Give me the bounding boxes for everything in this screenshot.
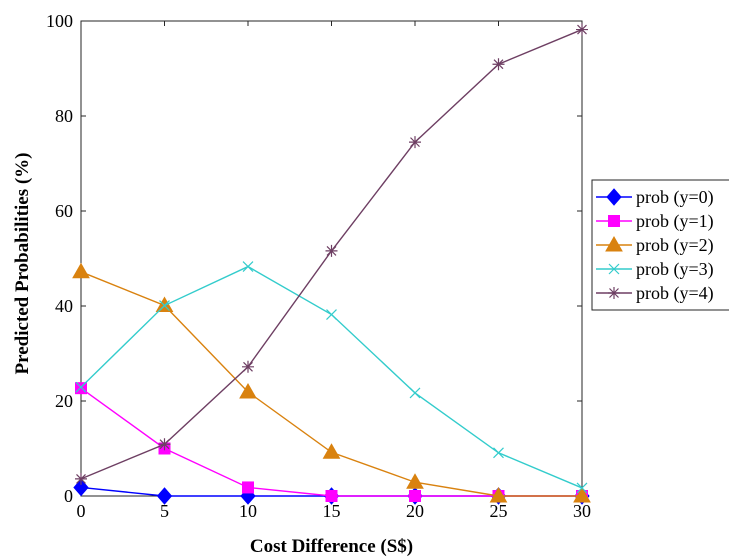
- x-tick-label: 20: [406, 501, 424, 521]
- legend-entry: prob (y=4): [596, 283, 714, 304]
- y-tick-label: 40: [55, 296, 73, 316]
- data-point: [325, 244, 338, 257]
- data-point: [158, 438, 171, 451]
- series-layer: [72, 23, 591, 505]
- legend-label: prob (y=4): [636, 283, 714, 304]
- data-point: [159, 300, 170, 311]
- y-tick-label: 60: [55, 201, 73, 221]
- legend-label: prob (y=3): [636, 259, 714, 280]
- data-point: [325, 490, 338, 502]
- legend-label: prob (y=1): [636, 211, 714, 232]
- series-3: [75, 261, 588, 494]
- x-tick-label: 30: [573, 501, 591, 521]
- data-point: [576, 482, 588, 494]
- data-point: [409, 490, 421, 502]
- y-tick-label: 100: [46, 11, 73, 31]
- data-point: [156, 487, 173, 505]
- legend-label: prob (y=0): [636, 187, 714, 208]
- data-point: [573, 486, 591, 503]
- data-point: [239, 382, 257, 399]
- data-point: [242, 360, 254, 373]
- data-point: [72, 262, 90, 279]
- data-point: [73, 478, 89, 497]
- data-point: [489, 486, 508, 503]
- x-tick-label: 0: [77, 501, 86, 521]
- data-point: [326, 309, 337, 320]
- legend-marker: [608, 215, 620, 227]
- legend-marker: [608, 287, 620, 299]
- data-point: [242, 261, 254, 272]
- x-tick-label: 5: [160, 501, 169, 521]
- data-point: [322, 443, 341, 459]
- x-axis-label: Cost Difference (S$): [250, 536, 413, 557]
- legend-marker: [608, 263, 620, 275]
- legend: prob (y=0) prob (y=1) prob (y=2) prob (y=3)…: [591, 179, 729, 311]
- y-tick-label: 0: [64, 486, 73, 506]
- legend-entry: prob (y=0): [596, 187, 714, 208]
- legend-entry: prob (y=1): [596, 211, 714, 232]
- data-point: [576, 23, 588, 36]
- data-point: [155, 296, 174, 313]
- x-tick-label: 25: [490, 501, 508, 521]
- data-point: [75, 472, 87, 485]
- legend-entry: prob (y=2): [596, 235, 714, 256]
- data-point: [406, 473, 424, 489]
- plot-box: [80, 20, 583, 497]
- data-point: [242, 481, 254, 494]
- data-point: [493, 447, 504, 459]
- legend-entry: prob (y=3): [596, 259, 714, 280]
- data-point: [409, 387, 421, 399]
- y-axis-label: Predicted Probabilities (%): [12, 153, 33, 375]
- series-4: [75, 23, 588, 485]
- y-tick-label: 20: [55, 391, 73, 411]
- data-point: [492, 58, 505, 71]
- legend-label: prob (y=2): [636, 235, 714, 256]
- plot-area: [80, 20, 583, 497]
- x-tick-label: 10: [239, 501, 257, 521]
- x-tick-label: 15: [323, 501, 341, 521]
- y-tick-label: 80: [55, 106, 73, 126]
- legend-marker: [605, 235, 623, 252]
- data-point: [75, 382, 87, 395]
- data-point: [75, 381, 87, 393]
- legend-marker: [606, 188, 622, 206]
- data-point: [409, 136, 421, 149]
